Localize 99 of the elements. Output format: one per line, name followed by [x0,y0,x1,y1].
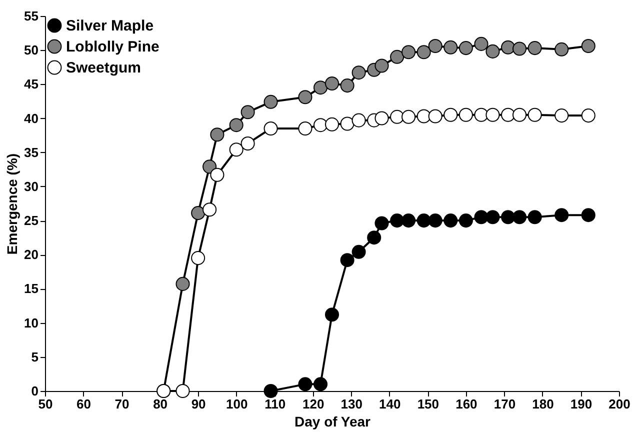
point [191,206,206,220]
y-tick-label: 5 [31,349,38,364]
point [486,108,500,122]
x-tick-label: 170 [494,396,516,412]
point [229,118,244,132]
point [240,136,255,151]
point [264,384,278,398]
point [416,45,431,60]
legend-label: Silver Maple [66,18,154,34]
point [352,113,366,128]
x-axis-title: Day of Year [294,414,372,430]
point [340,253,354,268]
point [428,214,442,228]
point [581,38,596,54]
y-tick-label: 10 [24,315,38,330]
point [191,251,206,266]
x-tick-label: 190 [570,396,592,412]
y-tick-label: 55 [24,8,38,24]
point [202,202,217,217]
x-tick-label: 180 [532,396,554,412]
point [528,41,542,56]
point [416,214,431,228]
point [444,214,458,228]
y-tick-label: 45 [24,76,38,92]
point [264,94,278,109]
y-tick-label: 25 [24,213,38,228]
point [340,116,354,131]
point [458,214,473,228]
point [340,78,354,93]
point [512,210,527,224]
point [402,45,416,60]
point [176,276,190,291]
y-tick-label: 15 [24,281,38,296]
point [428,38,442,54]
point [428,109,442,124]
point [210,128,224,142]
point [324,117,340,132]
point [352,66,366,80]
point [374,111,389,126]
point [474,36,488,51]
point [554,108,569,123]
point [458,108,473,122]
point [512,108,527,122]
point [314,377,328,392]
point [528,108,542,122]
point [474,210,488,224]
x-tick-label: 130 [340,396,362,412]
point [298,90,312,104]
y-tick-label: 20 [24,247,38,262]
point [501,210,516,224]
point [176,384,190,398]
point [374,58,389,73]
point [229,142,244,157]
point [374,216,389,230]
x-tick-label: 90 [191,396,206,412]
y-tick-label: 35 [24,144,38,160]
x-tick-label: 200 [608,396,630,412]
x-tick-label: 140 [379,396,401,412]
y-tick-label: 0 [31,384,38,398]
point [298,121,312,136]
point [324,308,340,322]
point [324,76,340,91]
point [444,40,458,54]
y-tick-label: 40 [24,110,38,126]
point [240,105,255,120]
legend-label: Loblolly Pine [66,38,160,56]
point [402,214,416,228]
point [554,42,569,56]
point [444,108,458,122]
point [264,121,278,136]
y-axis-title: Emergence (%) [4,153,20,255]
point [554,208,569,222]
point [512,42,527,56]
x-tick-label: 120 [302,396,324,412]
point [210,168,224,182]
y-tick-label: 30 [24,178,38,194]
point [367,230,382,245]
x-tick-label: 70 [114,396,130,412]
point [298,377,312,392]
point [202,160,217,174]
point [402,110,416,124]
x-tick-label: 110 [264,396,286,412]
legend-label: Sweetgum [66,60,142,76]
point [390,214,404,228]
point [314,80,328,95]
x-tick-label: 80 [153,396,168,412]
x-tick-label: 100 [226,396,248,412]
point [458,41,473,56]
point [486,210,500,224]
x-tick-label: 160 [456,396,478,412]
point [501,40,516,54]
point [390,50,404,64]
point [528,210,542,224]
point [486,44,500,58]
x-tick-label: 60 [76,396,91,412]
x-tick-label: 150 [417,396,440,412]
y-tick-label: 50 [24,42,38,58]
point [581,208,596,222]
point [352,244,366,259]
